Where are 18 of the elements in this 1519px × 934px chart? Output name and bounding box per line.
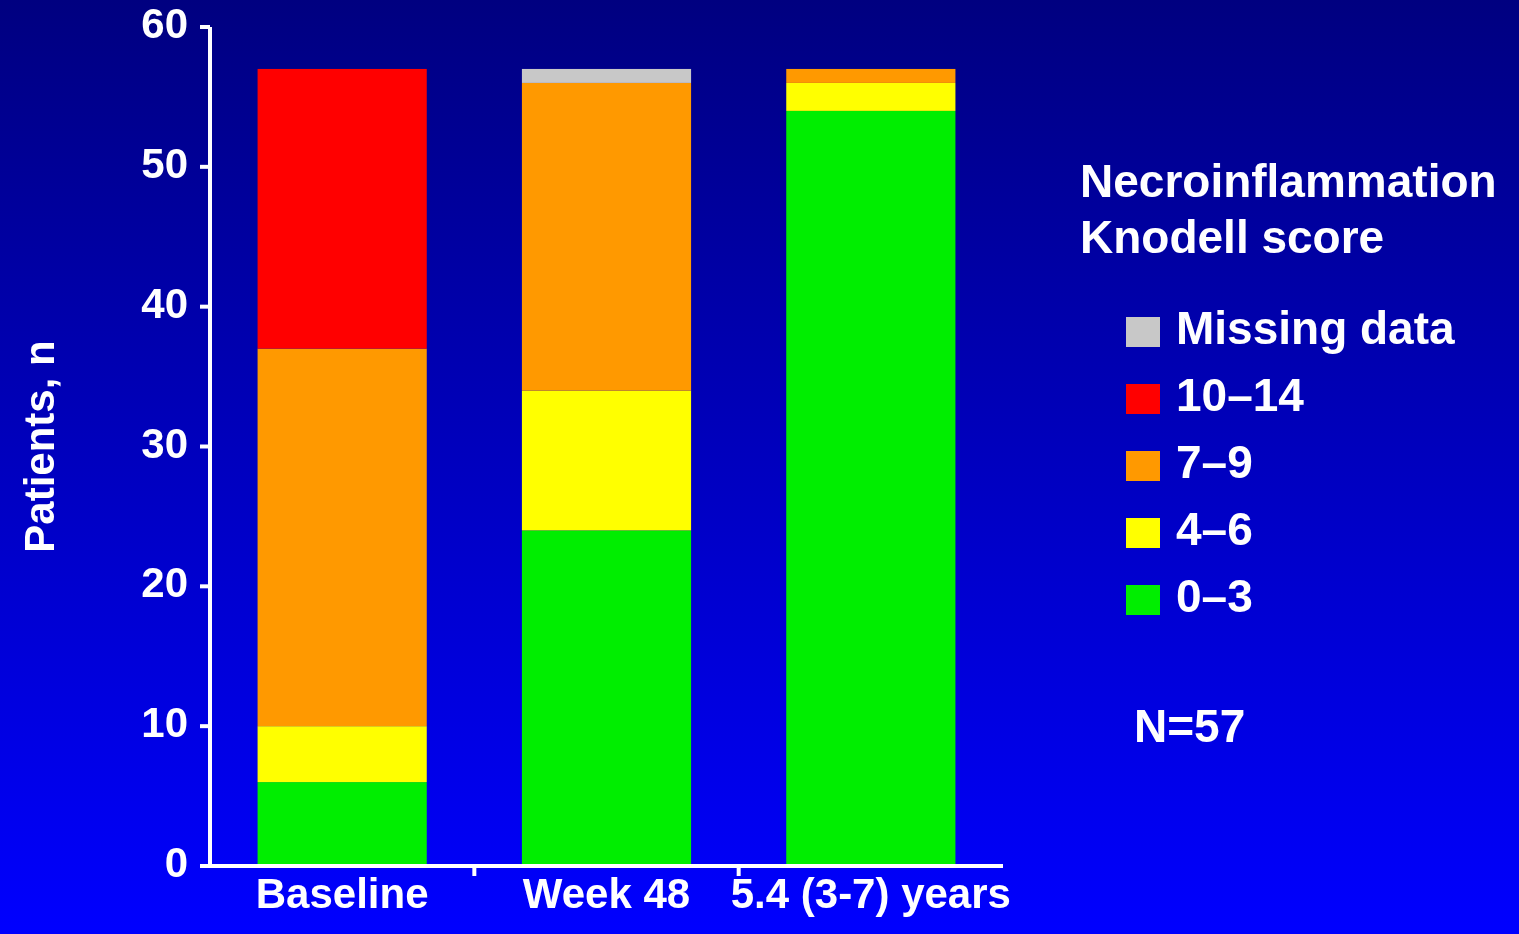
y-tick-label: 30 — [141, 419, 188, 467]
legend-label: 10–14 — [1176, 369, 1305, 422]
y-tick-label: 0 — [164, 839, 188, 887]
legend-label: 0–3 — [1176, 570, 1253, 623]
y-tick-label: 10 — [141, 699, 188, 747]
legend-label: Missing data — [1176, 302, 1456, 355]
x-tick-label: Week 48 — [522, 870, 691, 917]
y-tick-label: 50 — [141, 139, 188, 187]
legend-label: 7–9 — [1176, 436, 1253, 489]
y-axis-title: Patients, n — [16, 340, 63, 553]
legend-label: 4–6 — [1176, 503, 1253, 556]
x-tick-label: 5.4 (3-7) years — [730, 870, 1011, 917]
text: N=57 — [1134, 700, 1246, 753]
y-tick-label: 40 — [141, 279, 188, 327]
y-tick-label: 20 — [141, 559, 188, 607]
legend-title: Necroinflammation Knodell score — [1080, 155, 1497, 264]
x-tick-label: Baseline — [255, 870, 429, 917]
y-tick-label: 60 — [141, 0, 188, 48]
